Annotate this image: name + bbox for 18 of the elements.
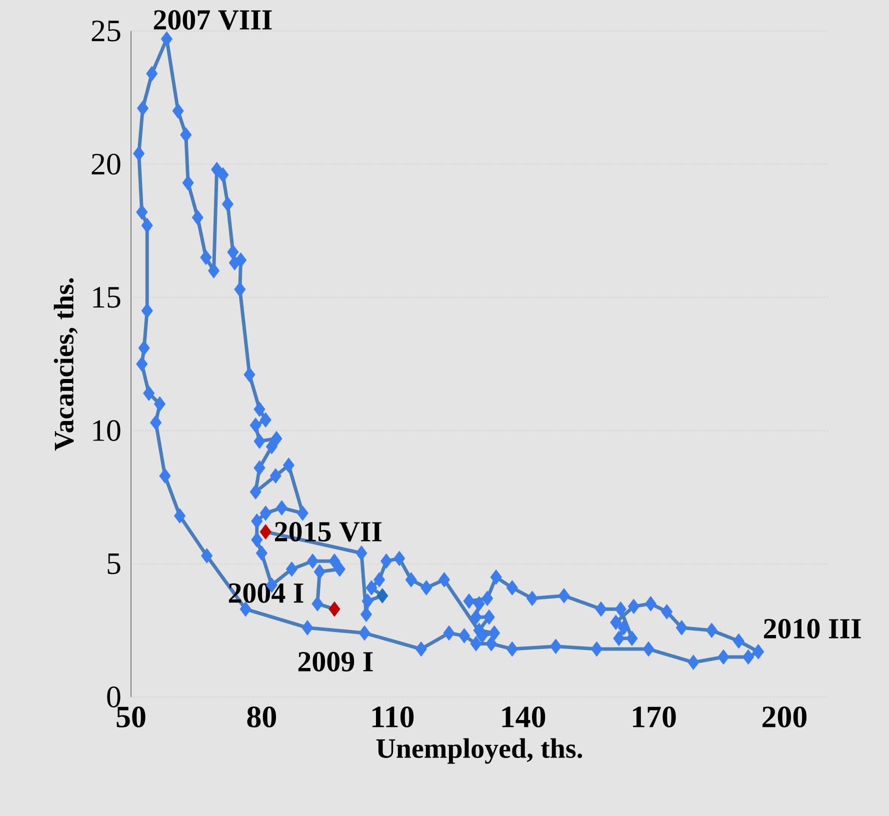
annotation: 2007 VIII [154,10,272,30]
y-tick-label: 25 [92,20,120,42]
x-axis-title: Unemployed, ths. [376,738,582,764]
annotation: 2009 I [298,652,373,672]
x-tick-label: 50 [116,706,146,728]
x-tick-label: 200 [762,706,807,728]
x-tick-label: 80 [247,706,276,728]
y-axis-title: Vacancies, ths. [54,278,78,451]
y-tick-label: 5 [108,553,120,574]
y-tick-label: 20 [92,154,120,175]
y-tick-label: 0 [107,686,120,708]
x-tick-label: 170 [632,706,676,728]
annotation: 2010 III [764,618,861,638]
y-tick-label: 15 [93,287,120,308]
annotation: 2015 VII [275,522,382,542]
y-tick-label: 10 [93,420,120,442]
x-tick-label: 110 [372,706,414,728]
x-tick-label: 140 [502,706,546,728]
